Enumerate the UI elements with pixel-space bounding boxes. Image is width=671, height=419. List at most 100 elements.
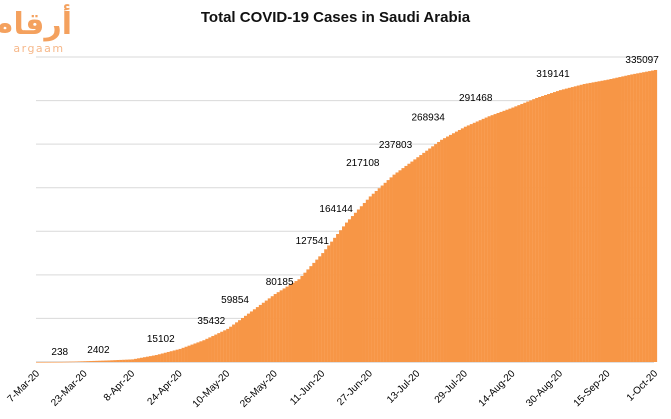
area-column	[249, 311, 254, 362]
area-column	[392, 174, 396, 362]
area-column	[446, 136, 450, 362]
area-column	[318, 256, 322, 362]
area-column	[232, 324, 236, 362]
area-column	[475, 121, 479, 362]
area-column	[419, 155, 423, 362]
area-column	[163, 352, 167, 362]
area-column	[116, 360, 120, 362]
area-column	[529, 100, 533, 362]
area-column	[282, 288, 286, 362]
area-column	[166, 351, 170, 362]
data-label: 319141	[536, 69, 570, 80]
argaam-logo: أرقام argaam	[0, 4, 74, 60]
area-column	[526, 101, 530, 362]
area-column	[190, 344, 194, 362]
area-column	[612, 78, 616, 362]
area-column	[226, 328, 230, 362]
area-column	[199, 341, 203, 362]
area-column	[374, 190, 378, 362]
area-column	[184, 346, 188, 362]
area-column	[654, 69, 658, 362]
area-column	[181, 347, 185, 362]
area-column	[550, 93, 554, 362]
area-column	[267, 298, 271, 362]
area-column	[113, 360, 117, 362]
area-column	[211, 335, 215, 362]
area-column	[517, 105, 521, 363]
area-column	[330, 241, 334, 362]
logo-latin-text: argaam	[13, 42, 65, 55]
area-column	[137, 358, 141, 362]
area-column	[502, 110, 506, 362]
data-label: 268934	[412, 113, 446, 124]
data-label: 2402	[87, 345, 110, 356]
area-column	[193, 343, 197, 362]
area-column	[243, 315, 248, 362]
area-column	[154, 355, 158, 362]
area-column	[437, 141, 441, 362]
x-tick-label: 8-Apr-20	[102, 368, 138, 404]
area-column	[493, 114, 497, 362]
area-column	[505, 109, 509, 362]
data-label: 291468	[459, 93, 493, 104]
area-column	[202, 340, 206, 362]
area-column	[125, 359, 129, 362]
area-column	[558, 90, 563, 362]
area-column	[148, 356, 153, 362]
area-column	[139, 357, 144, 362]
area-column	[303, 272, 307, 362]
area-column	[356, 209, 361, 362]
x-tick-label: 24-Apr-20	[146, 368, 186, 408]
area-column	[306, 269, 310, 362]
area-column	[62, 361, 66, 363]
area-column	[285, 286, 289, 362]
area-column	[229, 326, 233, 362]
x-tick-label: 15-Sep-20	[572, 368, 613, 409]
area-column	[59, 361, 63, 363]
area-column	[508, 108, 512, 362]
area-column	[350, 216, 355, 362]
x-tick-label: 27-Jun-20	[335, 368, 375, 408]
data-label: 15102	[147, 334, 175, 345]
area-column	[273, 294, 277, 362]
area-column	[68, 361, 72, 363]
area-column	[134, 358, 138, 362]
area-column	[312, 262, 316, 362]
area-column	[570, 87, 574, 363]
area-column	[315, 259, 319, 362]
area-column	[591, 82, 595, 362]
area-column	[472, 122, 476, 363]
area-column	[466, 125, 470, 363]
area-column	[333, 237, 337, 362]
area-column	[624, 75, 628, 362]
area-column	[496, 112, 500, 362]
data-label: 237803	[379, 140, 413, 151]
area-column	[520, 103, 524, 362]
area-column	[639, 72, 643, 363]
area-column	[621, 76, 625, 362]
x-tick-label: 26-May-20	[238, 368, 280, 410]
area-column	[110, 360, 114, 362]
area-column	[342, 226, 346, 362]
area-column	[208, 337, 212, 362]
area-column	[457, 129, 462, 362]
area-column	[541, 95, 545, 362]
area-column	[71, 361, 75, 363]
area-column	[291, 282, 295, 362]
area-column	[630, 74, 634, 362]
area-column	[627, 75, 631, 362]
area-column	[151, 355, 155, 362]
area-column	[469, 124, 473, 362]
area-column	[327, 245, 331, 362]
cases-area-series	[36, 69, 658, 363]
area-column	[178, 348, 182, 362]
area-column	[490, 115, 494, 363]
area-column	[261, 302, 265, 362]
area-column	[86, 361, 90, 362]
data-label: 80185	[266, 277, 294, 288]
area-column	[368, 196, 372, 362]
area-column	[448, 134, 453, 362]
area-column	[633, 73, 637, 363]
area-column	[573, 86, 577, 362]
